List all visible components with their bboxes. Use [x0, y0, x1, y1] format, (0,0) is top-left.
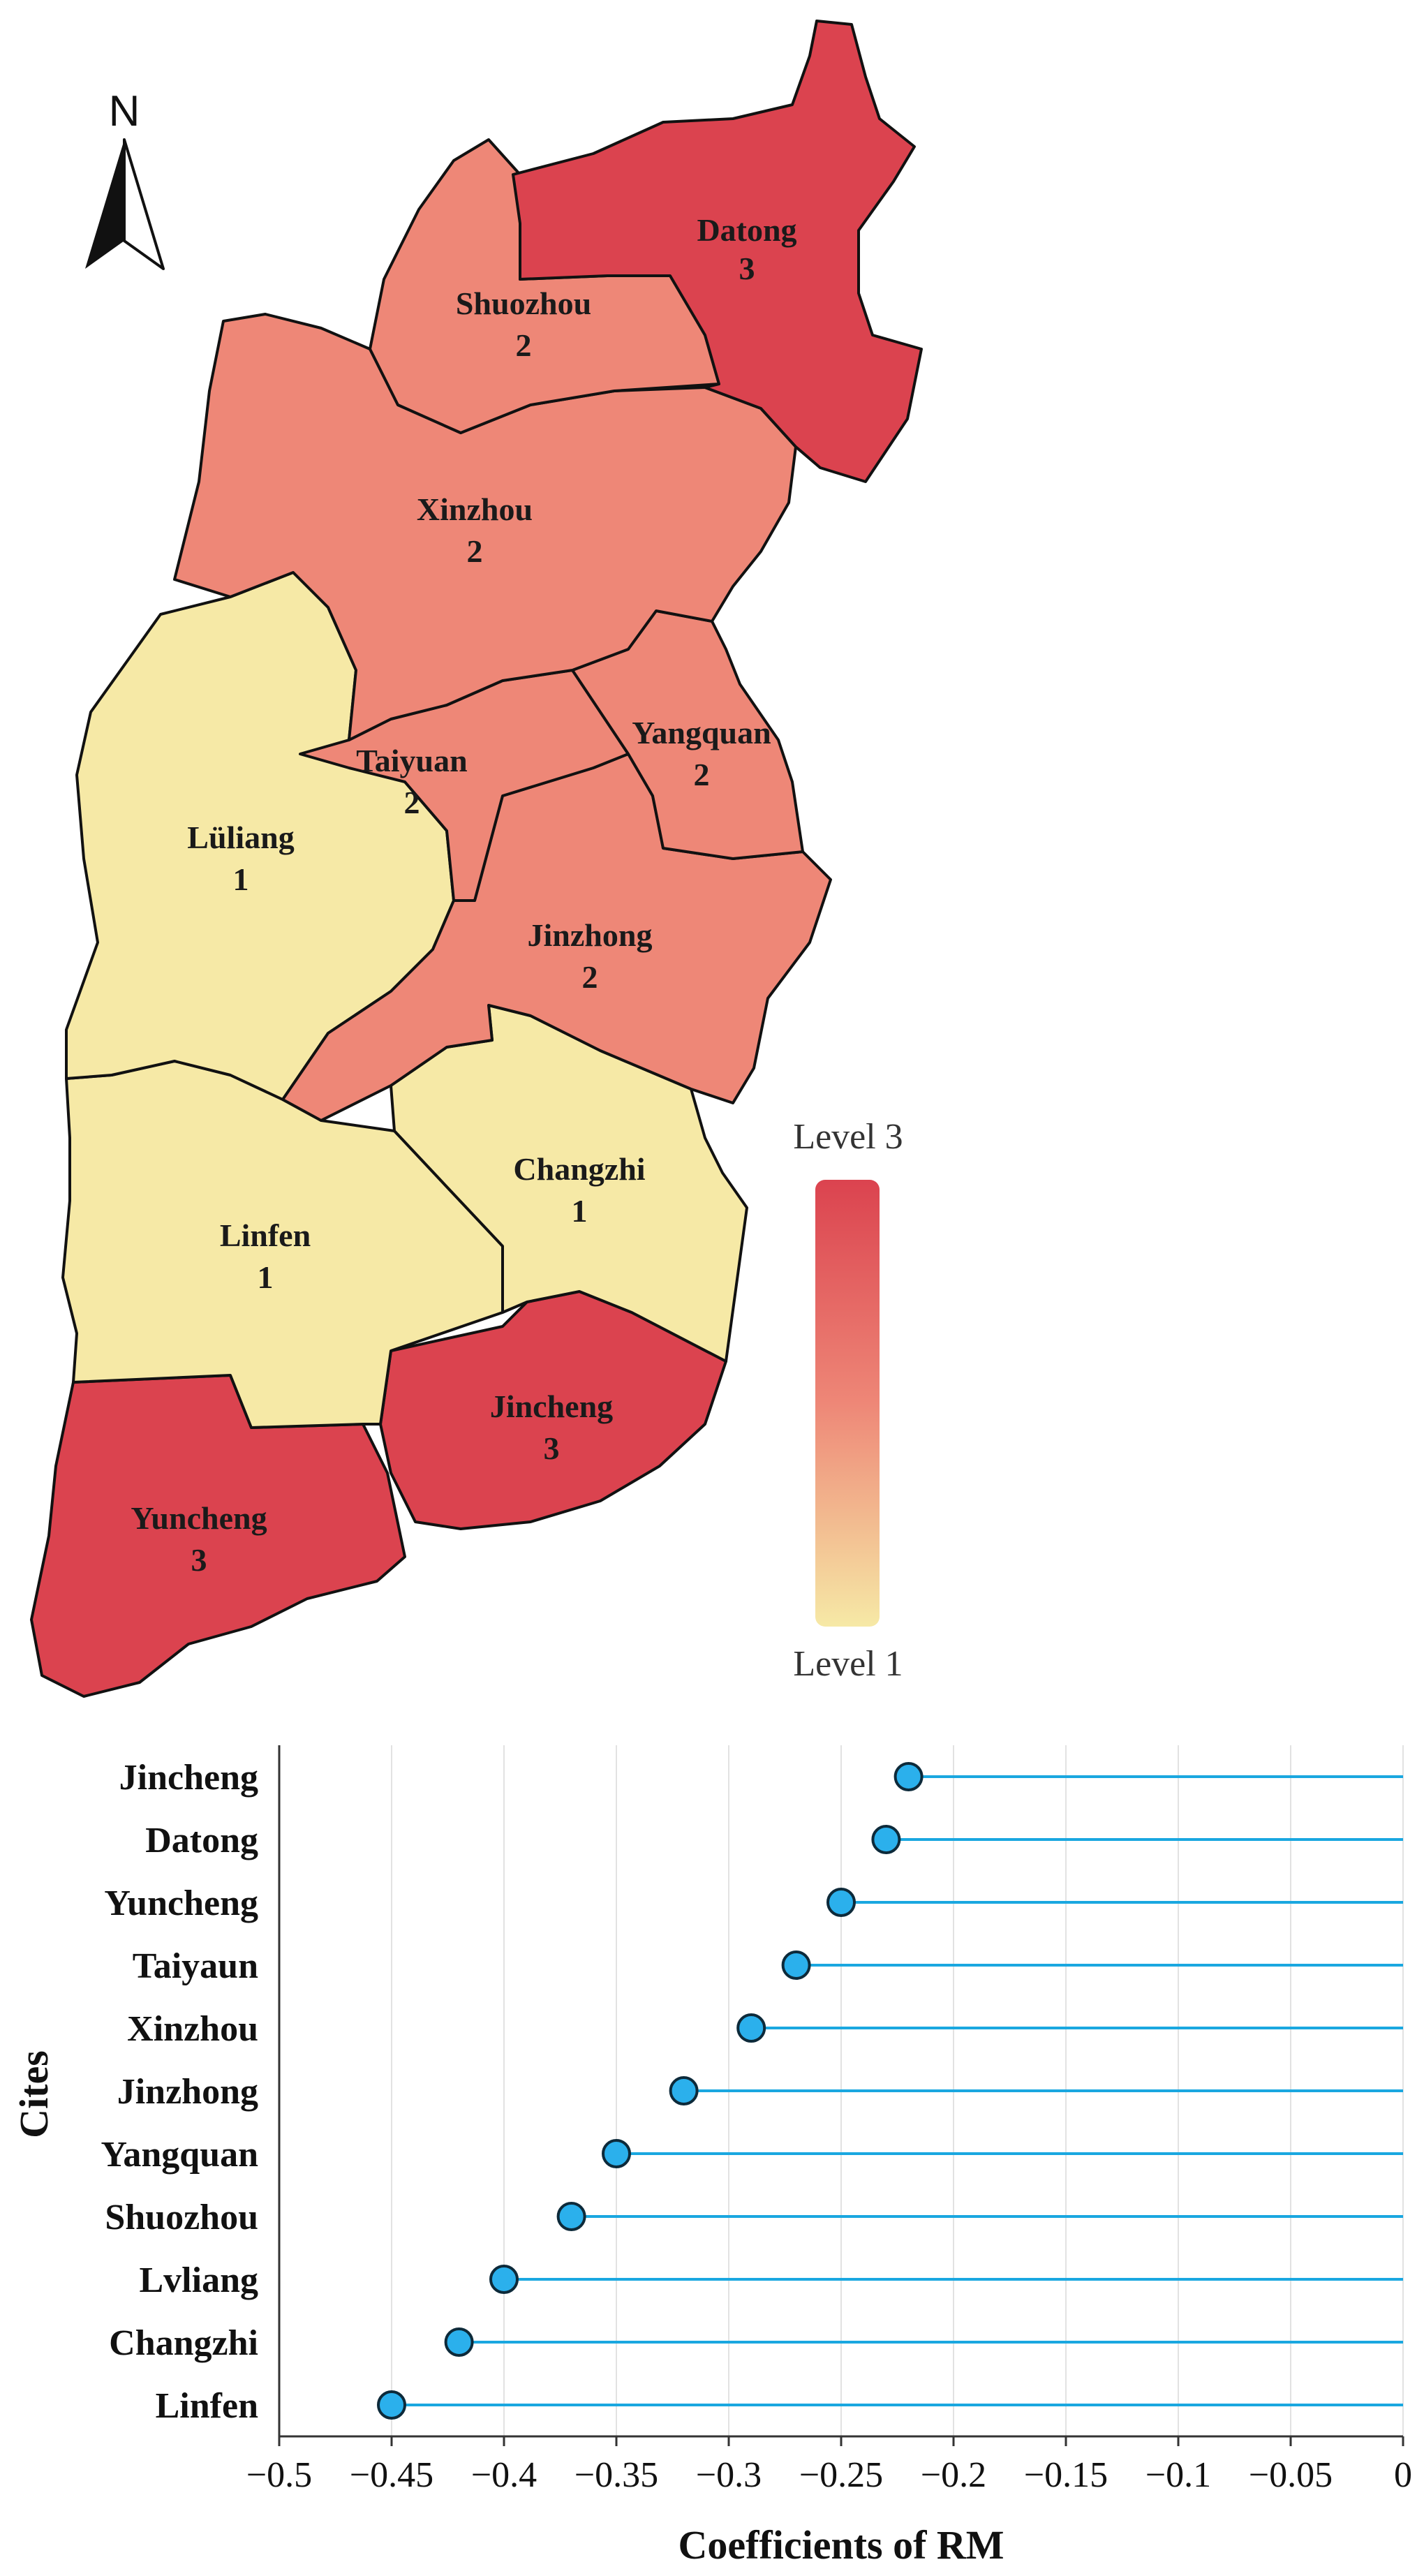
label-jinzhong-name: Jinzhong: [528, 917, 653, 953]
label-jincheng-name: Jincheng: [490, 1389, 613, 1424]
label-yangquan-level: 2: [694, 757, 710, 792]
category-label: Yuncheng: [104, 1883, 258, 1923]
label-changzhi-name: Changzhi: [513, 1151, 645, 1187]
x-tick-label: −0.2: [921, 2455, 986, 2495]
north-arrow: N: [85, 87, 165, 270]
label-linfen-name: Linfen: [220, 1217, 311, 1253]
legend-top-label: Level 3: [793, 1117, 903, 1157]
x-tick-label: −0.45: [350, 2455, 433, 2495]
legend-bottom-label: Level 1: [793, 1644, 903, 1684]
label-datong-name: Datong: [697, 212, 796, 248]
category-label: Xinzhou: [127, 2009, 258, 2049]
north-arrow-label: N: [109, 87, 140, 135]
category-label: Datong: [145, 1821, 258, 1860]
label-yangquan-name: Yangquan: [632, 715, 771, 750]
label-luliang-level: 1: [233, 861, 249, 897]
category-label: Yangquan: [101, 2135, 259, 2175]
province-map: [30, 20, 923, 1698]
label-yuncheng-level: 3: [191, 1542, 207, 1578]
legend-color-bar: [815, 1180, 880, 1627]
chart-y-axis-title: Cites: [11, 2050, 57, 2138]
label-yuncheng-name: Yuncheng: [131, 1500, 267, 1536]
chart-stems: [392, 1775, 1403, 2406]
category-label: Lvliang: [140, 2260, 259, 2300]
lollipop-marker: [377, 2390, 406, 2420]
north-arrow-right-half-icon: [123, 138, 165, 270]
label-linfen-level: 1: [258, 1259, 274, 1295]
x-tick-label: 0: [1394, 2455, 1412, 2495]
x-tick-label: −0.35: [574, 2455, 658, 2495]
chart-x-axis-title: Coefficients of RM: [678, 2522, 1004, 2568]
label-datong-level: 3: [739, 251, 755, 286]
lollipop-chart: −0.5 −0.45 −0.4 −0.35 −0.3 −0.25 −0.2 −0.15 −0.1…: [11, 1745, 1412, 2568]
lollipop-marker: [893, 1762, 924, 1791]
lollipop-marker: [444, 2327, 474, 2357]
x-tick-label: −0.4: [471, 2455, 537, 2495]
x-tick-label: −0.1: [1145, 2455, 1211, 2495]
chart-markers: [377, 1762, 924, 2420]
lollipop-marker: [781, 1950, 811, 1980]
label-shuozhou-name: Shuozhou: [456, 286, 591, 321]
x-tick-label: −0.15: [1024, 2455, 1108, 2495]
category-label: Linfen: [156, 2386, 258, 2426]
region-datong: [512, 20, 923, 483]
label-xinzhou-level: 2: [467, 533, 483, 569]
label-changzhi-level: 1: [572, 1193, 588, 1229]
x-tick-label: −0.5: [246, 2455, 312, 2495]
label-luliang-name: Lüliang: [187, 820, 294, 855]
chart-x-ticks: −0.5 −0.45 −0.4 −0.35 −0.3 −0.25 −0.2 −0.15 −0.1…: [246, 2436, 1412, 2495]
label-jincheng-level: 3: [544, 1430, 560, 1466]
x-tick-label: −0.25: [799, 2455, 883, 2495]
category-label: Taiyaun: [133, 1946, 258, 1986]
category-label: Jincheng: [119, 1758, 258, 1798]
map-legend: Level 3 Level 1: [793, 1117, 903, 1684]
label-jinzhong-level: 2: [582, 959, 598, 995]
north-arrow-left-half-icon: [85, 140, 124, 269]
x-tick-label: −0.05: [1249, 2455, 1333, 2495]
lollipop-marker: [871, 1825, 901, 1854]
label-taiyuan-level: 2: [404, 785, 420, 820]
chart-category-labels: Jincheng Datong Yuncheng Taiyaun Xinzhou Jinz…: [101, 1758, 259, 2426]
label-xinzhou-name: Xinzhou: [417, 491, 533, 527]
x-tick-label: −0.3: [696, 2455, 762, 2495]
region-xinzhou: [173, 313, 797, 741]
region-labels: Datong 3 Shuozhou 2 Xinzhou 2 Taiyuan 2 …: [131, 212, 796, 1578]
lollipop-marker: [489, 2265, 519, 2294]
category-label: Shuozhou: [105, 2198, 258, 2237]
category-label: Changzhi: [109, 2323, 258, 2363]
category-label: Jinzhong: [117, 2072, 258, 2112]
lollipop-marker: [556, 2202, 586, 2231]
label-shuozhou-level: 2: [516, 327, 532, 363]
lollipop-marker: [602, 2139, 631, 2168]
lollipop-marker: [669, 2076, 699, 2105]
label-taiyuan-name: Taiyuan: [356, 743, 467, 778]
lollipop-marker: [826, 1888, 856, 1917]
lollipop-marker: [736, 2013, 766, 2043]
